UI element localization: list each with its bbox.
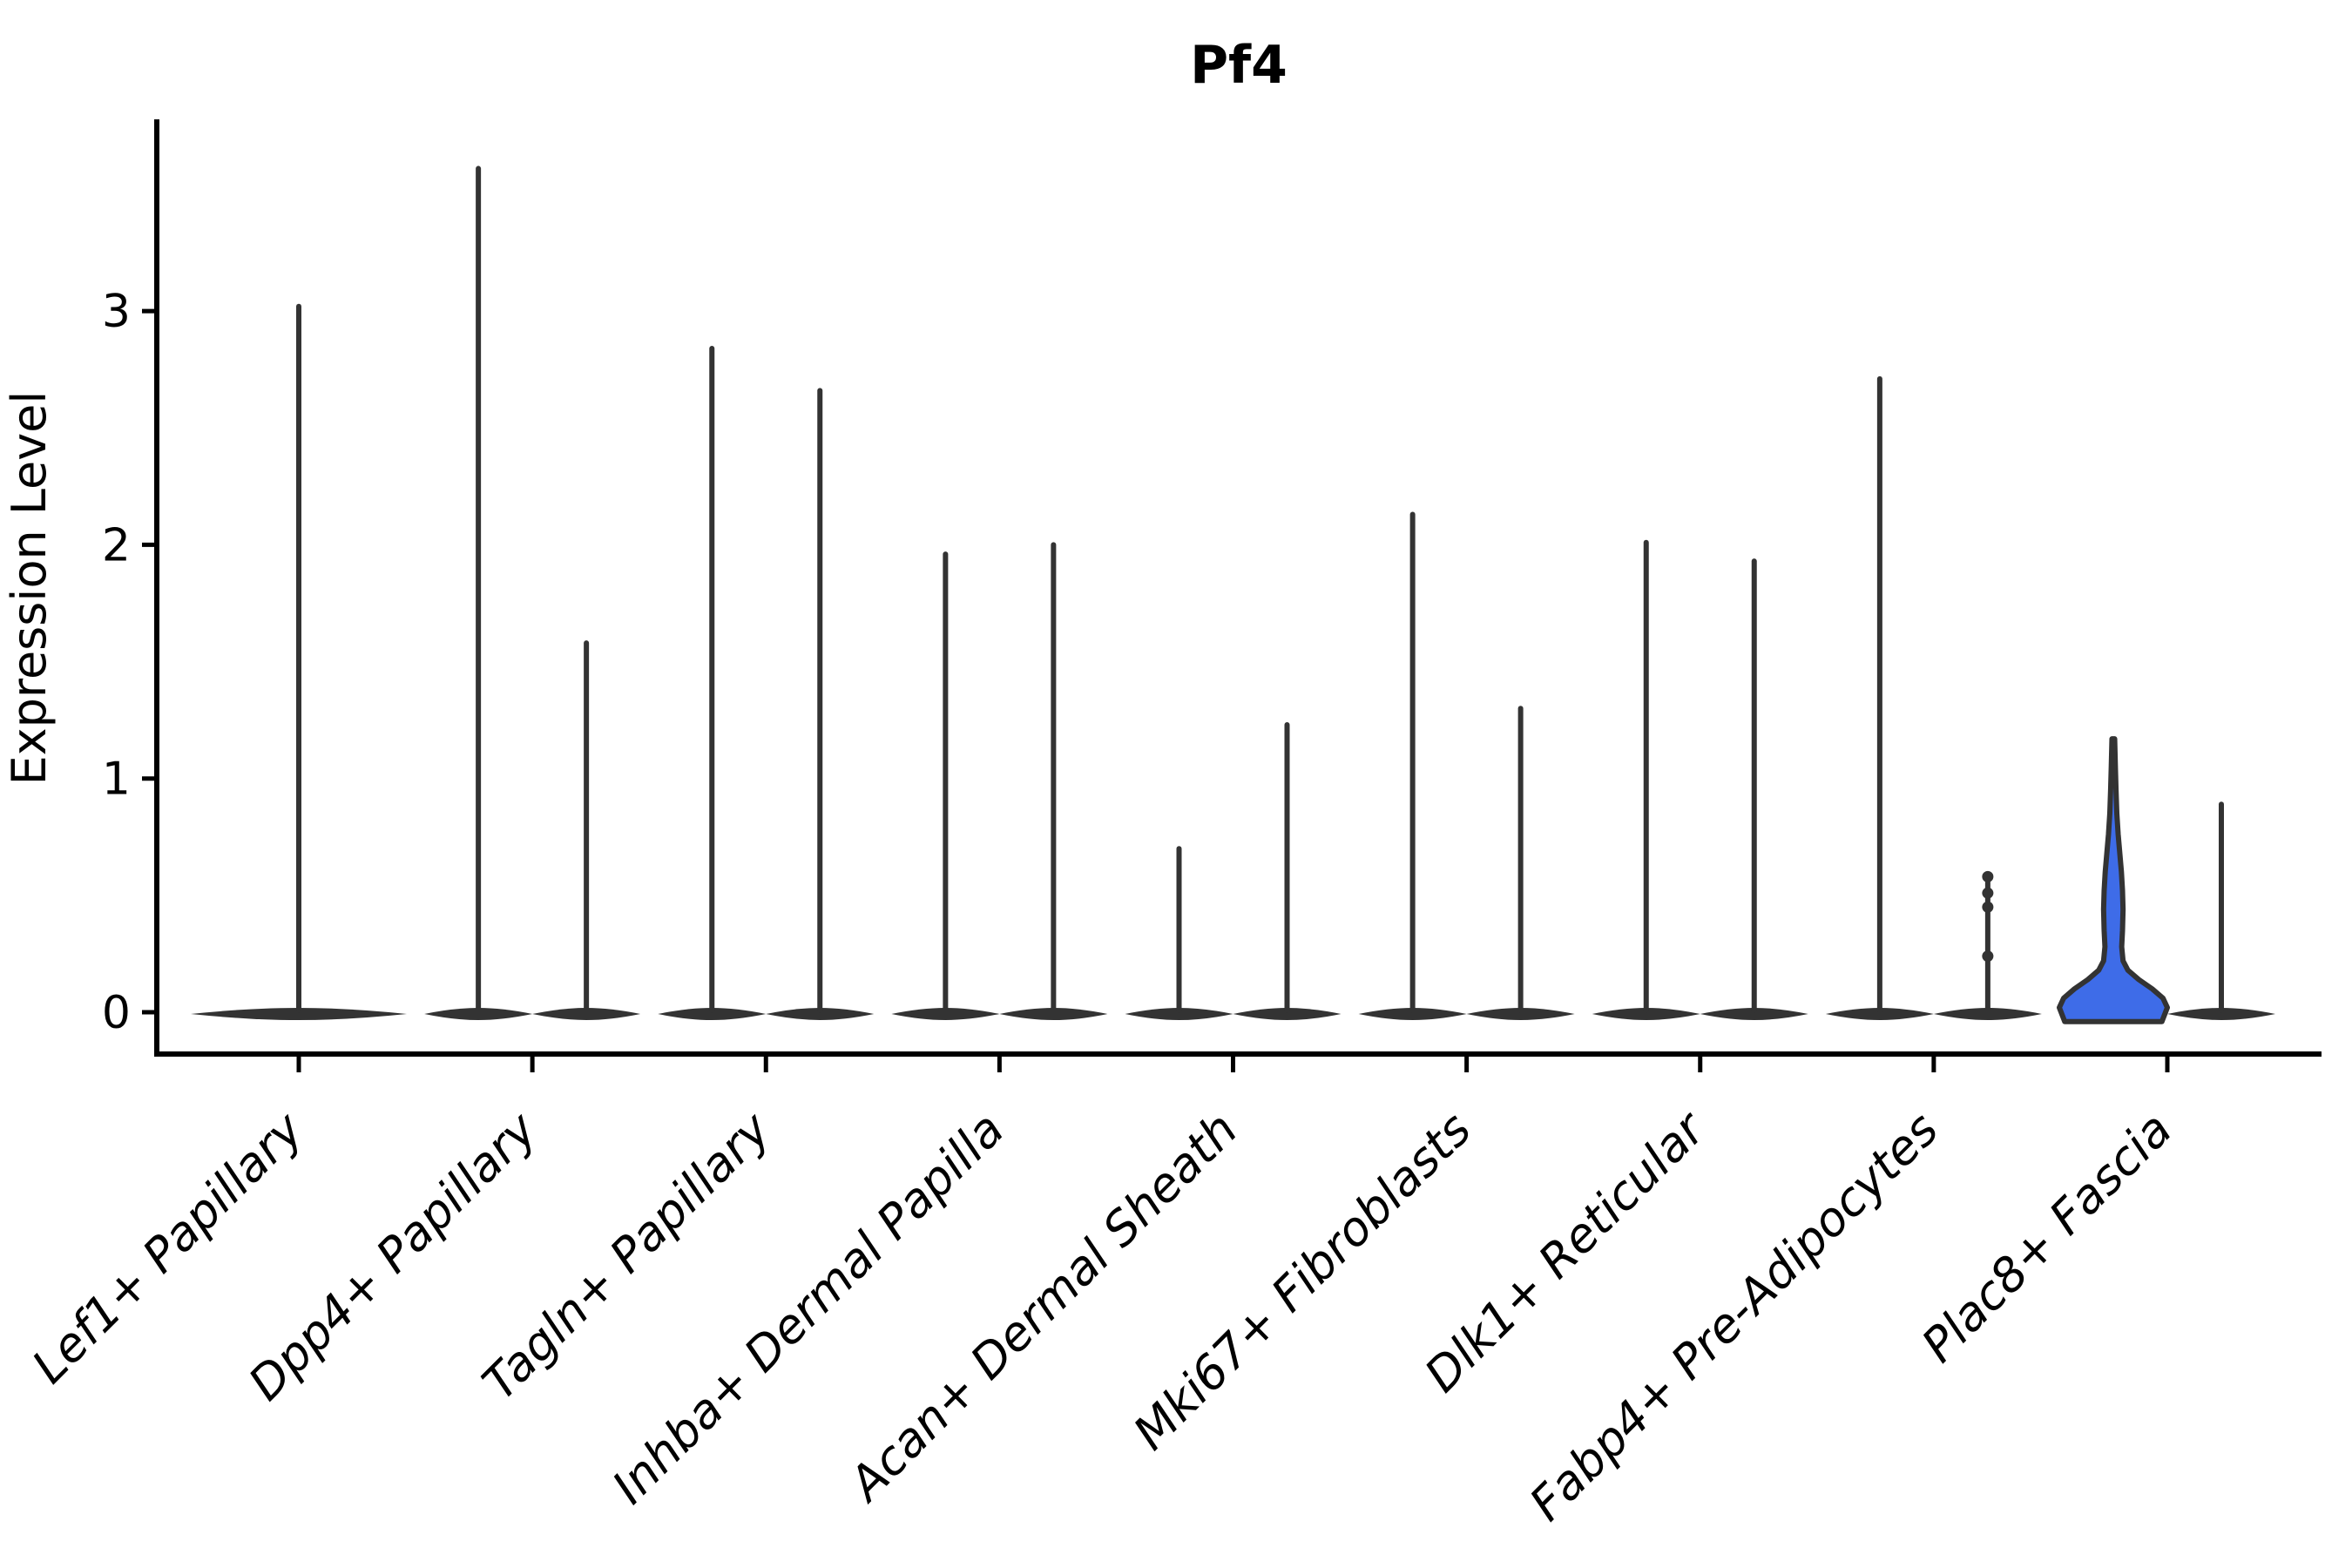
violin-body-highlight [2057, 736, 2170, 1024]
y-tick-label: 0 [102, 987, 131, 1039]
data-point [1982, 901, 1994, 913]
y-tick-label: 1 [102, 754, 131, 806]
violin-base [1700, 1008, 1808, 1020]
y-axis-title: Expression Level [2, 391, 57, 786]
violin-base [891, 1008, 1000, 1020]
data-point [1982, 950, 1994, 963]
x-tick-label: Acan+ Dermal Sheath [837, 1102, 1248, 1513]
x-tick-label: Plac8+ Fascia [1911, 1102, 2182, 1373]
violin-base [1233, 1008, 1342, 1020]
violin-base [424, 1008, 533, 1020]
x-tick-label: Inhba+ Dermal Papilla [602, 1102, 1015, 1515]
violin-base [658, 1008, 767, 1020]
y-tick-label: 3 [102, 286, 131, 338]
violin-base [2167, 1008, 2275, 1020]
violin-base [1825, 1008, 1934, 1020]
violin-base [1592, 1008, 1700, 1020]
violin-base [1933, 1008, 2042, 1020]
violin-base [1358, 1008, 1467, 1020]
violin-base [999, 1008, 1108, 1020]
violin-base [1466, 1008, 1575, 1020]
data-point [1982, 870, 1994, 882]
y-tick-label: 2 [102, 519, 131, 571]
violin-base [532, 1008, 641, 1020]
violin-base [766, 1008, 875, 1020]
violin-base [1125, 1008, 1233, 1020]
chart-title: Pf4 [1190, 35, 1288, 96]
violin-base [191, 1008, 407, 1020]
data-point [1982, 887, 1994, 899]
x-tick-label: Fabp4+ Pre-Adipocytes [1519, 1102, 1949, 1531]
